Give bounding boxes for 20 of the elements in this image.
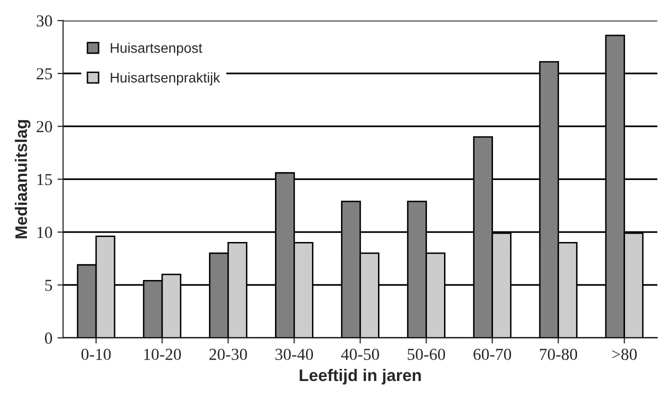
x-tick-label: 10-20 <box>144 348 181 360</box>
y-tick-label: 20 <box>36 121 52 132</box>
y-tick-label: 30 <box>36 15 52 27</box>
x-tick-label: 70-80 <box>540 348 578 360</box>
y-tick-label: 15 <box>37 174 52 186</box>
y-tick-label: 5 <box>45 280 52 291</box>
x-tick-label: 0-10 <box>81 348 111 360</box>
y-tick-label: 10 <box>37 226 52 238</box>
x-tick-label: 30-40 <box>276 348 313 360</box>
y-axis-title: Mediaanuitslag <box>14 120 30 238</box>
x-tick-label: 60-70 <box>474 348 512 360</box>
x-axis-title: Leeftijd in jaren <box>300 368 421 384</box>
x-tick-label: 50-60 <box>408 348 446 360</box>
legend-label: Huisartsenpost <box>110 42 202 56</box>
x-tick-label: 20-30 <box>209 348 247 360</box>
y-tick-label: 25 <box>36 68 52 80</box>
y-tick-label: 0 <box>44 332 52 344</box>
x-tick-label: 40-50 <box>341 348 380 360</box>
x-tick-label: >80 <box>612 348 637 360</box>
legend-label: Huisartsenpraktijk <box>110 72 220 86</box>
